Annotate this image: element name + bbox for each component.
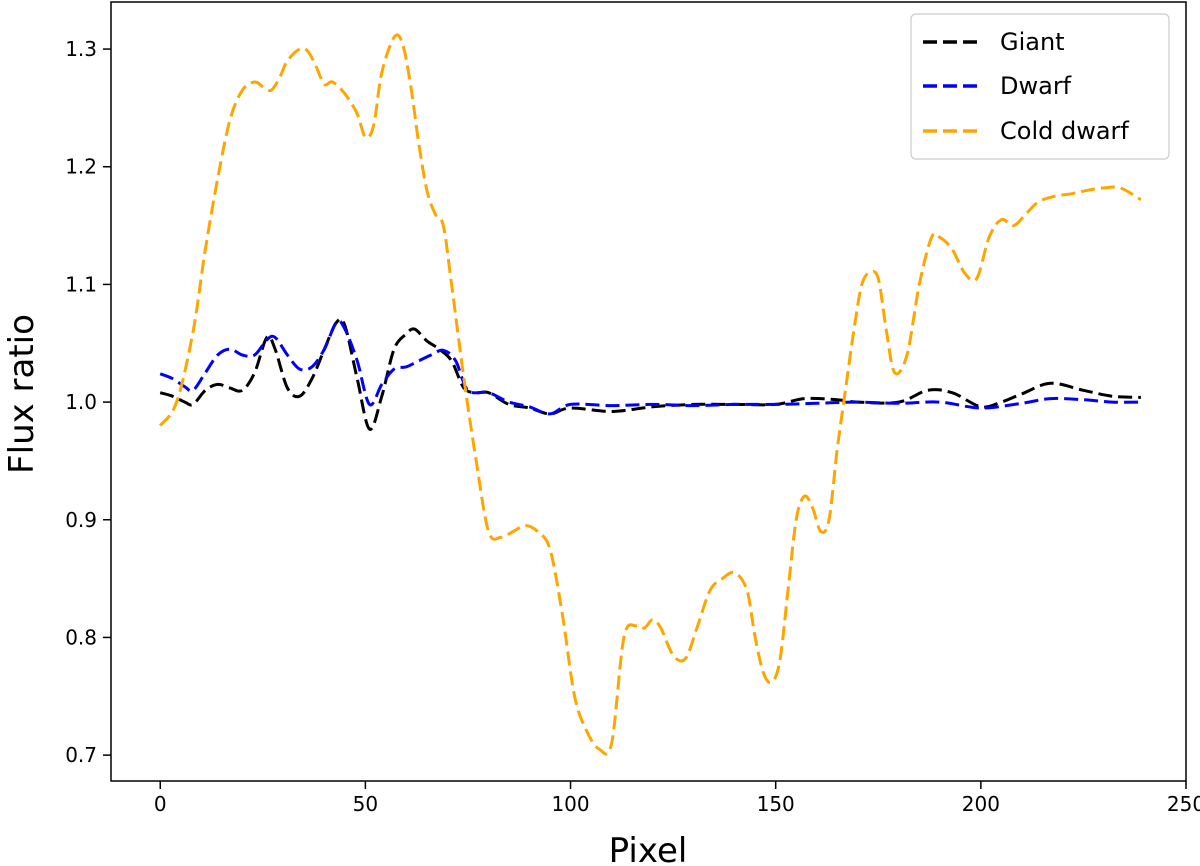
- legend-label-cold-dwarf: Cold dwarf: [1000, 117, 1129, 145]
- y-tick-label: 1.3: [65, 37, 97, 61]
- y-tick-label: 0.9: [65, 508, 97, 532]
- legend-box: [910, 13, 1170, 160]
- series-line-dwarf: [159, 319, 1141, 416]
- x-tick-label: 0: [154, 792, 167, 816]
- legend-label-dwarf: Dwarf: [1000, 72, 1072, 100]
- y-tick-label: 1.1: [65, 272, 97, 296]
- tick-layer: 0 50 100 150 200 250 0.7 0.8 0.9 1.0 1.1 1.2 1.3: [65, 37, 1200, 816]
- y-axis-title: Flux ratio: [2, 314, 42, 474]
- y-tick-label: 1.2: [65, 155, 97, 179]
- legend: Giant Dwarf Cold dwarf: [910, 13, 1170, 160]
- x-tick-label: 100: [551, 792, 589, 816]
- series-line-cold-dwarf: [158, 33, 1142, 756]
- y-tick-label: 1.0: [65, 390, 97, 414]
- y-tick-label: 0.7: [65, 743, 97, 767]
- x-tick-label: 250: [1167, 792, 1200, 816]
- series-layer: [158, 33, 1142, 756]
- x-axis-title: Pixel: [609, 831, 688, 866]
- y-tick-label: 0.8: [65, 625, 97, 649]
- legend-label-giant: Giant: [1000, 28, 1065, 56]
- plot-frame: [110, 1, 1187, 782]
- series-line-giant: [159, 317, 1141, 431]
- x-tick-label: 150: [757, 792, 795, 816]
- x-tick-label: 200: [962, 792, 1000, 816]
- x-tick-label: 50: [353, 792, 378, 816]
